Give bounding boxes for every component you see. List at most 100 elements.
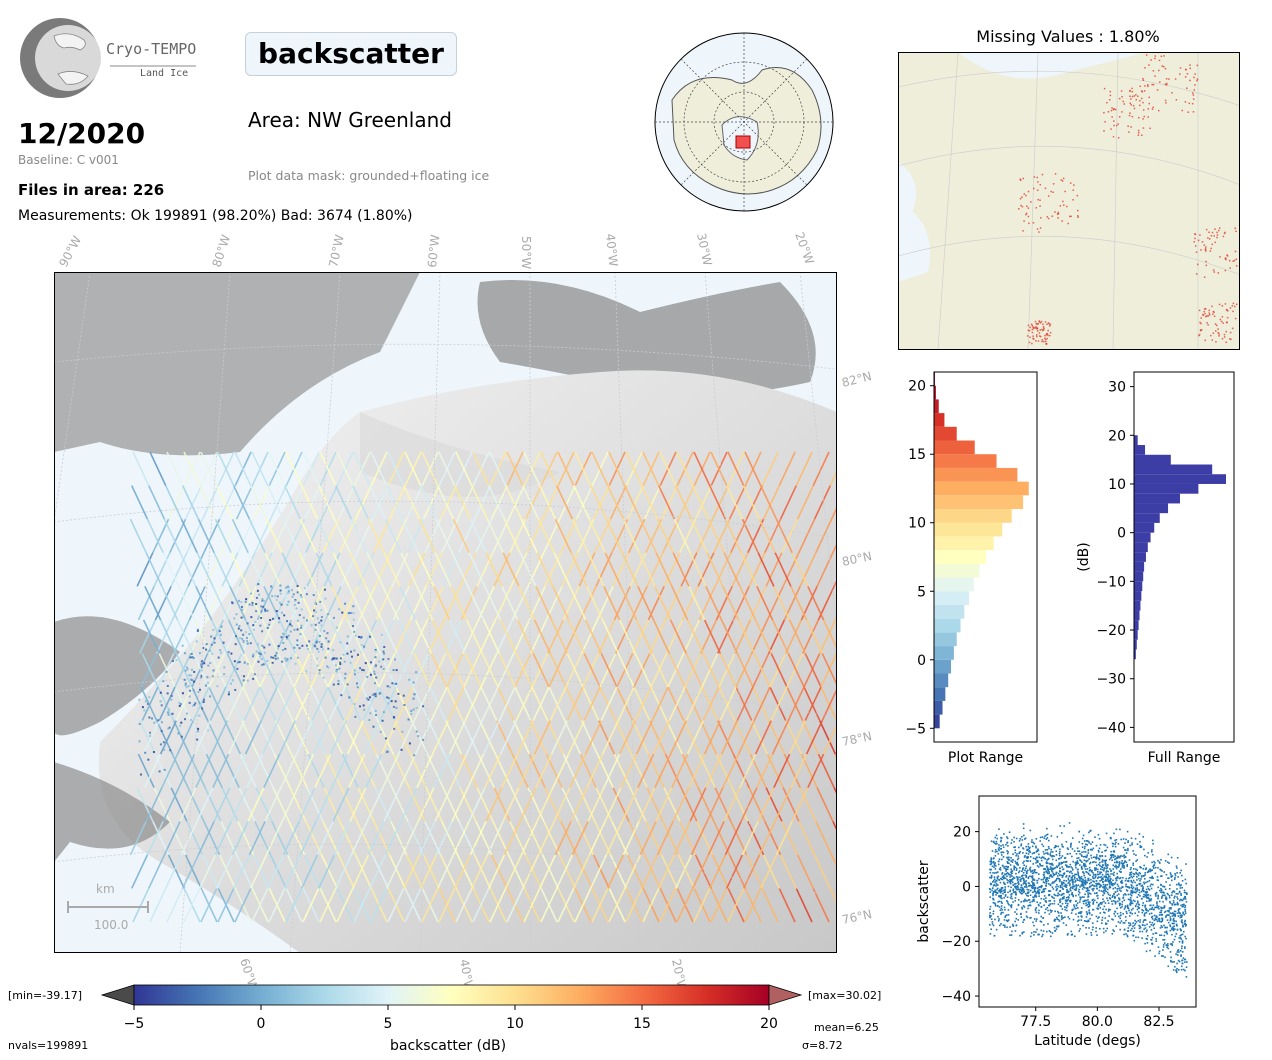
- track-segment: [571, 820, 589, 856]
- scatter-point: [1099, 907, 1102, 909]
- scatter-point: [1169, 912, 1172, 914]
- scatter-point: [1093, 877, 1095, 880]
- track-segment: [361, 653, 379, 688]
- scatter-point: [1138, 889, 1141, 891]
- track-segment: [169, 518, 187, 554]
- coastal-point: [236, 661, 239, 664]
- track-segment: [752, 653, 770, 688]
- scatter-point: [1125, 877, 1128, 880]
- scatter-point: [1077, 850, 1079, 852]
- missing-point: [1022, 230, 1024, 232]
- scatter-point: [1176, 898, 1179, 900]
- scatter-point: [1000, 900, 1003, 903]
- scatter-point: [1126, 890, 1129, 892]
- scatter-point: [1084, 883, 1087, 886]
- scatter-point: [1132, 886, 1135, 889]
- track-segment: [832, 541, 837, 554]
- scatter-point: [1084, 855, 1087, 858]
- track-segment: [665, 720, 684, 755]
- track-segment: [812, 451, 830, 486]
- track-segment: [229, 753, 247, 789]
- nvals-label: nvals=199891: [8, 1039, 88, 1052]
- scatter-point: [1011, 881, 1014, 884]
- track-segment: [226, 653, 244, 688]
- lat-label: 78°N: [841, 729, 873, 749]
- coastal-point: [220, 625, 223, 628]
- scatter-point: [1184, 935, 1186, 938]
- coastal-point: [181, 692, 184, 695]
- coastal-point: [281, 632, 284, 635]
- scatter-point: [1010, 880, 1012, 882]
- scatter-point: [1146, 871, 1149, 874]
- track-segment: [674, 485, 693, 520]
- coastal-point: [412, 708, 415, 711]
- scatter-point: [1118, 904, 1121, 907]
- coastal-point: [303, 587, 306, 590]
- scatter-point: [1014, 920, 1016, 923]
- coastal-point: [242, 675, 245, 678]
- track-segment: [690, 518, 708, 554]
- missing-point: [1109, 90, 1112, 93]
- scatter-point: [1002, 875, 1005, 878]
- scatter-point: [1066, 888, 1068, 891]
- scatter-point: [1079, 896, 1081, 899]
- coastal-point: [340, 694, 343, 697]
- missing-point: [1188, 102, 1191, 105]
- scatter-point: [1160, 887, 1162, 890]
- track-segment: [221, 552, 239, 587]
- track-segment: [149, 451, 167, 486]
- scatter-point: [1064, 906, 1066, 908]
- track-segment: [849, 486, 865, 520]
- coastal-point: [350, 650, 353, 653]
- scatter-point: [1006, 856, 1009, 859]
- scatter-point: [1003, 906, 1006, 909]
- scatter-point: [1065, 884, 1068, 887]
- scatter-point: [1069, 901, 1072, 903]
- missing-point: [1129, 89, 1131, 92]
- scatter-point: [1010, 905, 1013, 908]
- scatter-point: [1025, 871, 1028, 873]
- track-segment: [784, 720, 803, 755]
- missing-point: [1193, 76, 1195, 79]
- track-segment: [473, 485, 492, 520]
- track-segment: [885, 553, 890, 587]
- missing-point: [1048, 334, 1051, 337]
- missing-point: [1137, 134, 1140, 136]
- coastal-point: [249, 642, 252, 645]
- scatter-point: [1079, 859, 1081, 861]
- scatter-point: [1117, 900, 1119, 903]
- scatter-point: [1078, 830, 1081, 833]
- track-segment: [714, 552, 732, 587]
- scatter-point: [1079, 928, 1081, 930]
- coastal-point: [262, 663, 265, 666]
- track-segment: [769, 686, 787, 721]
- scatter-point: [1059, 867, 1061, 870]
- scatter-point: [1113, 850, 1115, 852]
- track-segment: [299, 820, 317, 856]
- scatter-point: [1052, 867, 1054, 870]
- histogram-tick-label: 20: [908, 379, 926, 395]
- missing-point: [1152, 106, 1154, 109]
- scatter-point: [1081, 896, 1084, 898]
- scatter-point: [1116, 861, 1119, 864]
- scatter-point: [1006, 926, 1008, 929]
- scatter-point: [996, 888, 998, 891]
- missing-point: [1197, 263, 1199, 266]
- scatter-point: [1001, 851, 1003, 854]
- track-segment: [650, 653, 668, 688]
- missing-point: [1112, 135, 1115, 138]
- track-segment: [274, 619, 293, 654]
- missing-point: [1131, 115, 1134, 118]
- scatter-point: [1097, 876, 1100, 878]
- scatter-point: [1009, 874, 1012, 876]
- scatter-point: [1083, 840, 1086, 842]
- scatter-point: [1040, 905, 1043, 908]
- scatter-point: [1036, 879, 1039, 882]
- track-segment: [730, 518, 748, 554]
- scatter-point: [1096, 920, 1099, 923]
- scatter-point: [1006, 868, 1009, 871]
- scatter-point: [1127, 927, 1130, 929]
- coastal-point: [259, 653, 262, 656]
- missing-point: [1179, 73, 1181, 75]
- track-segment: [231, 518, 249, 554]
